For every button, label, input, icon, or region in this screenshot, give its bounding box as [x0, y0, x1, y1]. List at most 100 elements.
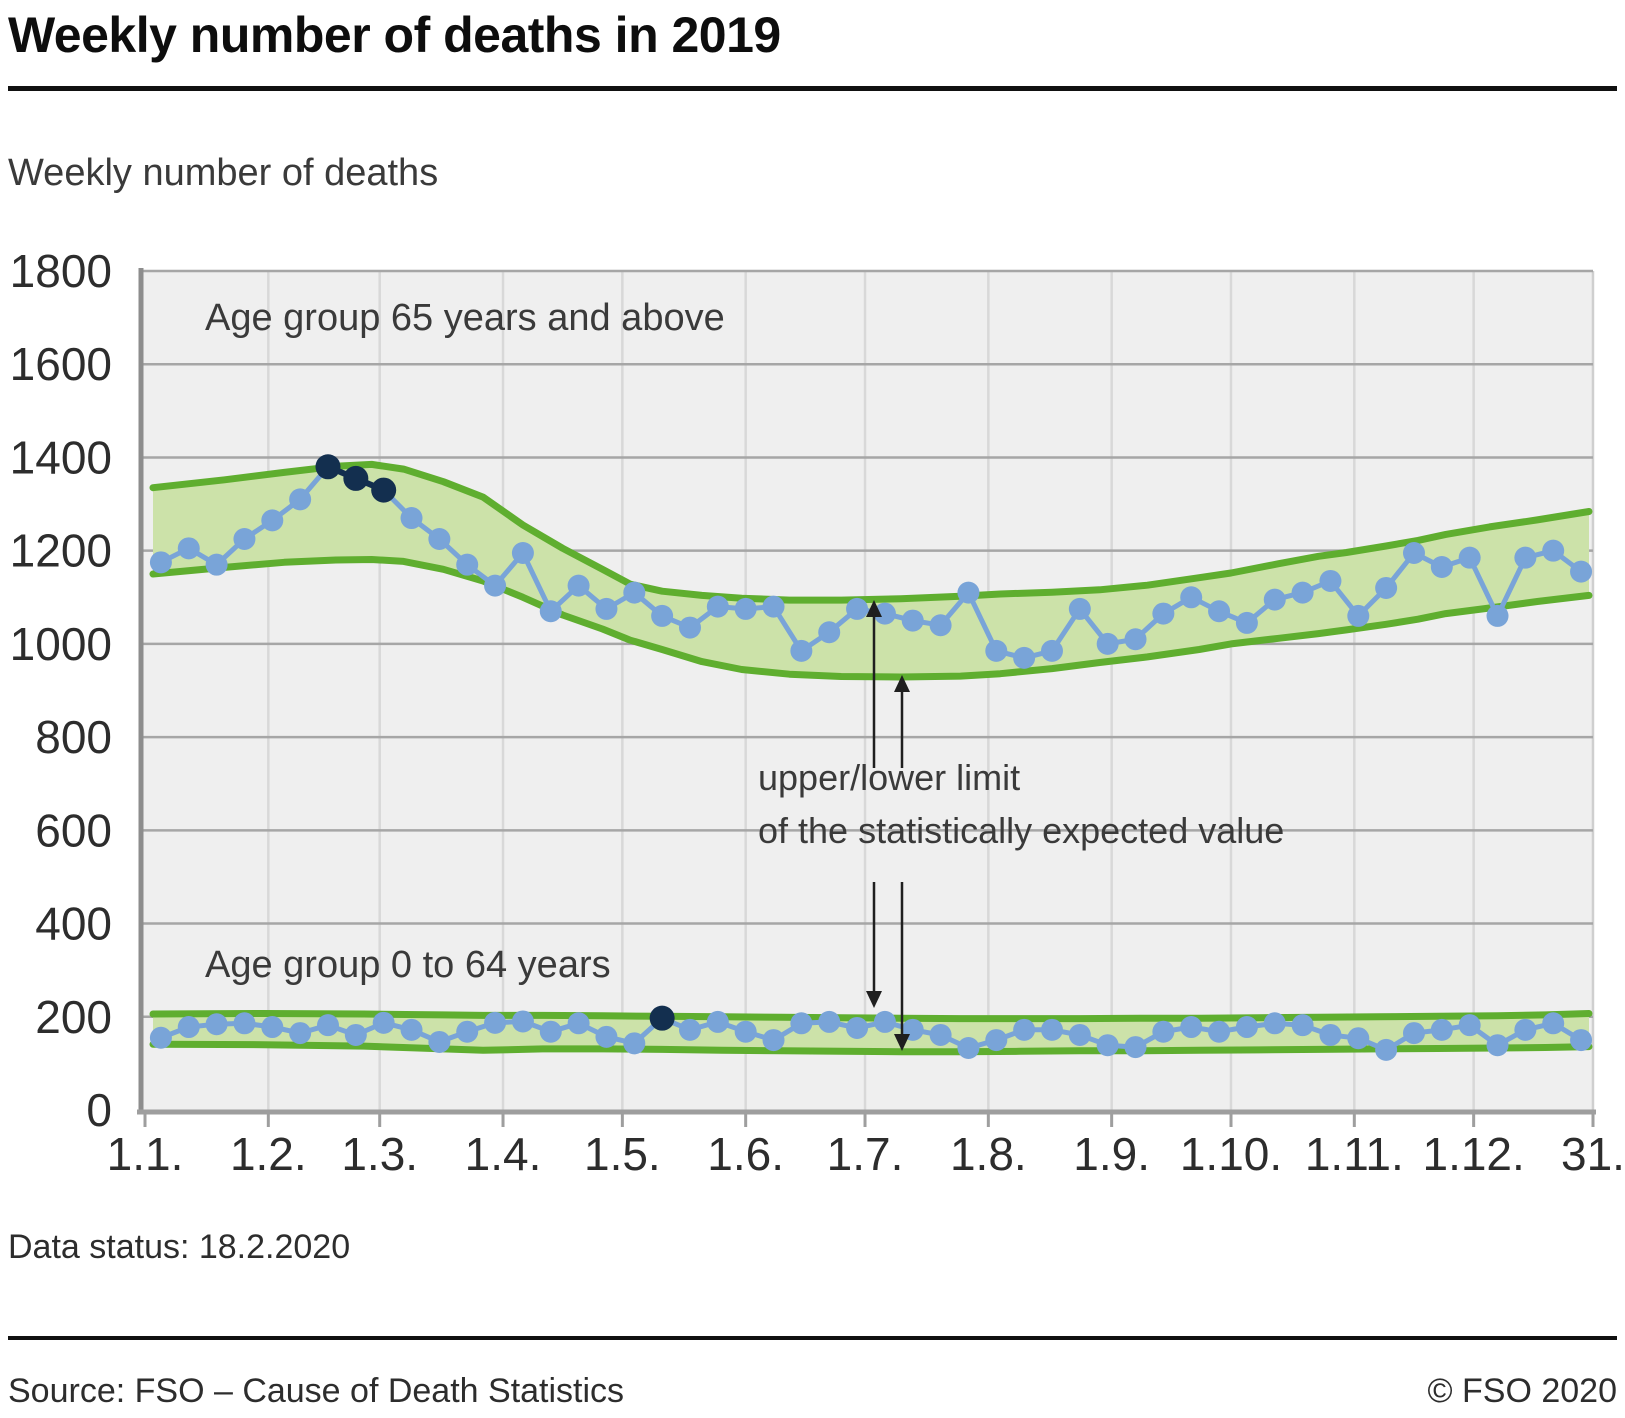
- data-point: [678, 1018, 701, 1041]
- data-point: [985, 639, 1008, 662]
- data-point: [1430, 1018, 1453, 1041]
- y-tick-label: 1200: [10, 525, 112, 577]
- data-point: [539, 600, 562, 623]
- y-tick-label: 1000: [10, 618, 112, 670]
- data-status: Data status: 18.2.2020: [8, 1228, 351, 1266]
- data-point: [1514, 546, 1537, 569]
- data-point: [1402, 541, 1425, 564]
- data-point: [149, 1026, 172, 1049]
- data-point: [1096, 632, 1119, 655]
- y-tick-label: 1600: [10, 338, 112, 390]
- data-point: [1208, 1020, 1231, 1043]
- x-tick-label: 1.10.: [1180, 1128, 1282, 1180]
- data-point: [372, 1011, 395, 1034]
- data-point: [901, 609, 924, 632]
- x-tick-label: 1.12.: [1422, 1128, 1524, 1180]
- tick-labels: 0 200 400 600 800 1000 1200 1400 1600 1800 1.1. 1.2…: [10, 245, 1625, 1180]
- band-upper-limit-line: [149, 1010, 1593, 1023]
- label-65plus: Age group 65 years and above: [205, 297, 725, 339]
- copyright-note: © FSO 2020: [1427, 1372, 1617, 1410]
- data-point: [400, 1018, 423, 1041]
- x-tick-label: 1.7.: [827, 1128, 904, 1180]
- data-point: [873, 1010, 896, 1033]
- data-point: [289, 1022, 312, 1045]
- vertical-gridlines: [267, 271, 1595, 1110]
- data-point: [567, 1012, 590, 1035]
- series-65plus: [149, 454, 1593, 669]
- data-point: [1235, 1016, 1258, 1039]
- annotation-line2: of the statistically expected value: [758, 810, 1284, 851]
- x-tick-label: 1.8.: [950, 1128, 1027, 1180]
- data-point: [1542, 1012, 1565, 1035]
- data-point: [873, 602, 896, 625]
- data-point: [651, 604, 674, 627]
- data-point: [428, 1030, 451, 1053]
- data-point: [1347, 1027, 1370, 1050]
- data-point: [1068, 1023, 1091, 1046]
- data-point: [1263, 588, 1286, 611]
- data-point: [957, 581, 980, 604]
- x-tick-label: 1.3.: [341, 1128, 418, 1180]
- data-point: [1013, 646, 1036, 669]
- highlighted-data-point: [649, 1005, 675, 1031]
- title-divider: [8, 86, 1617, 91]
- data-point: [316, 1014, 339, 1037]
- data-point: [1375, 576, 1398, 599]
- data-point: [1235, 611, 1258, 634]
- data-point: [706, 595, 729, 618]
- data-point: [1514, 1018, 1537, 1041]
- band-65plus: [149, 460, 1593, 681]
- data-point: [818, 1010, 841, 1033]
- data-point: [1458, 546, 1481, 569]
- data-point: [1291, 581, 1314, 604]
- data-point: [790, 1012, 813, 1035]
- data-point: [400, 507, 423, 530]
- data-point: [1263, 1012, 1286, 1035]
- data-point: [205, 553, 228, 576]
- footer-divider: [8, 1336, 1617, 1340]
- data-point: [1068, 597, 1091, 620]
- data-point: [1319, 569, 1342, 592]
- data-point: [929, 1023, 952, 1046]
- x-tick-label: 1.4.: [465, 1128, 542, 1180]
- data-point: [1486, 604, 1509, 627]
- data-point: [762, 1029, 785, 1052]
- data-point: [428, 528, 451, 551]
- data-point: [261, 509, 284, 532]
- data-point: [1458, 1014, 1481, 1037]
- source-note: Source: FSO – Cause of Death Statistics: [8, 1372, 625, 1410]
- data-point: [818, 621, 841, 644]
- data-point: [846, 1016, 869, 1039]
- data-point: [595, 1025, 618, 1048]
- page-title: Weekly number of deaths in 2019: [8, 7, 781, 63]
- highlighted-data-point: [315, 454, 341, 480]
- data-point: [567, 574, 590, 597]
- data-point: [539, 1020, 562, 1043]
- data-point: [734, 597, 757, 620]
- data-point: [456, 553, 479, 576]
- x-tick-label: 1.2.: [230, 1128, 307, 1180]
- y-tick-label: 0: [86, 1084, 112, 1136]
- data-point: [1152, 602, 1175, 625]
- data-point: [1347, 604, 1370, 627]
- data-point: [623, 1032, 646, 1055]
- data-point: [1040, 639, 1063, 662]
- data-point: [1319, 1023, 1342, 1046]
- y-tick-label: 1400: [10, 431, 112, 483]
- data-point: [484, 574, 507, 597]
- data-point: [957, 1037, 980, 1060]
- x-tick-label: 31.: [1561, 1128, 1625, 1180]
- data-point: [205, 1013, 228, 1036]
- data-point: [929, 614, 952, 637]
- data-point: [233, 1012, 256, 1035]
- data-point: [1486, 1034, 1509, 1057]
- highlighted-data-point: [371, 477, 397, 503]
- data-point: [1570, 560, 1593, 583]
- series-labels: Age group 65 years and above Age group 0 …: [205, 297, 725, 986]
- x-tick-label: 1.9.: [1073, 1128, 1150, 1180]
- y-axis-title: Weekly number of deaths: [8, 152, 439, 194]
- data-point: [1180, 1016, 1203, 1039]
- y-tick-label: 600: [35, 804, 112, 856]
